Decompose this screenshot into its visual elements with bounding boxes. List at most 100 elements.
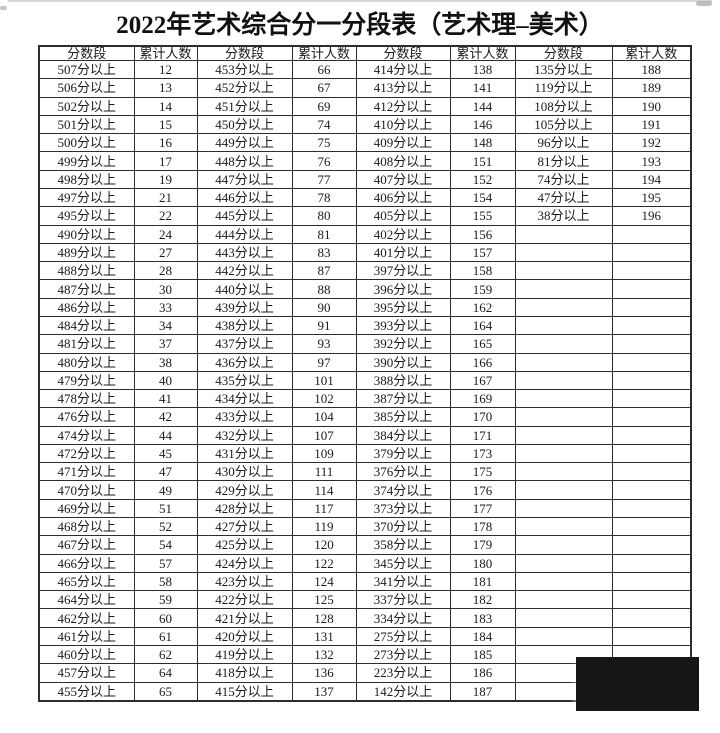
cell-score-segment	[514, 517, 613, 537]
cell-score-segment: 373分以上	[355, 498, 451, 519]
cell-cumulative-count	[611, 279, 692, 299]
cell-score-segment: 420分以上	[196, 626, 293, 647]
cell-score-segment: 447分以上	[196, 169, 293, 189]
cell-score-segment: 423分以上	[196, 571, 293, 592]
table-row: 462分以上 60 421分以上 128 334分以上 183	[38, 608, 692, 628]
cell-cumulative-count: 158	[449, 261, 516, 281]
cell-score-segment: 384分以上	[355, 425, 451, 445]
cell-score-segment: 438分以上	[196, 315, 293, 336]
cell-cumulative-count: 62	[133, 644, 198, 665]
cell-cumulative-count: 17	[133, 151, 198, 171]
cell-score-segment: 465分以上	[38, 571, 135, 592]
cell-cumulative-count: 189	[611, 78, 692, 98]
cell-score-segment: 446分以上	[196, 187, 293, 208]
cell-score-segment: 487分以上	[38, 279, 135, 299]
cell-score-segment: 453分以上	[196, 59, 293, 80]
cell-score-segment: 431分以上	[196, 443, 293, 464]
cell-score-segment: 501分以上	[38, 114, 135, 135]
cell-cumulative-count: 51	[133, 498, 198, 519]
cell-score-segment: 393分以上	[355, 315, 451, 336]
cell-cumulative-count: 88	[291, 279, 357, 299]
cell-cumulative-count: 66	[291, 59, 357, 80]
cell-cumulative-count: 91	[291, 315, 357, 336]
cell-score-segment: 489分以上	[38, 242, 135, 263]
header-row: 分数段 累计人数 分数段 累计人数 分数段 累计人数 分数段 累计人数	[38, 45, 692, 61]
cell-score-segment: 142分以上	[355, 681, 451, 702]
cell-cumulative-count: 65	[133, 681, 198, 702]
cell-score-segment	[514, 425, 613, 445]
cell-score-segment: 448分以上	[196, 151, 293, 171]
cell-score-segment: 390分以上	[355, 352, 451, 372]
cell-cumulative-count: 190	[611, 96, 692, 116]
cell-cumulative-count: 40	[133, 370, 198, 391]
cell-score-segment: 410分以上	[355, 114, 451, 135]
table-row: 468分以上 52 427分以上 119 370分以上 178	[38, 517, 692, 537]
cell-cumulative-count: 14	[133, 96, 198, 116]
cell-score-segment: 275分以上	[355, 626, 451, 647]
cell-cumulative-count	[611, 242, 692, 263]
cell-score-segment: 466分以上	[38, 553, 135, 573]
cell-score-segment: 273分以上	[355, 644, 451, 665]
cell-cumulative-count: 64	[133, 663, 198, 683]
cell-cumulative-count	[611, 389, 692, 409]
cell-cumulative-count: 136	[291, 663, 357, 683]
cell-cumulative-count: 74	[291, 114, 357, 135]
cell-score-segment: 469分以上	[38, 498, 135, 519]
cell-cumulative-count: 41	[133, 389, 198, 409]
cell-cumulative-count: 42	[133, 407, 198, 427]
cell-score-segment	[514, 352, 613, 372]
cell-cumulative-count: 60	[133, 608, 198, 628]
cell-cumulative-count: 179	[449, 535, 516, 555]
cell-cumulative-count: 138	[449, 59, 516, 80]
cell-score-segment: 478分以上	[38, 389, 135, 409]
table-row: 500分以上 16 449分以上 75 409分以上 148 96分以上 192	[38, 133, 692, 153]
cell-cumulative-count: 155	[449, 206, 516, 226]
cell-score-segment: 506分以上	[38, 78, 135, 98]
cell-cumulative-count: 181	[449, 571, 516, 592]
cell-cumulative-count: 187	[449, 681, 516, 702]
cell-cumulative-count	[611, 517, 692, 537]
cell-cumulative-count: 170	[449, 407, 516, 427]
cell-score-segment	[514, 370, 613, 391]
table-row: 464分以上 59 422分以上 125 337分以上 182	[38, 590, 692, 610]
header-cell-count: 累计人数	[611, 45, 692, 61]
cell-cumulative-count: 109	[291, 443, 357, 464]
cell-score-segment: 419分以上	[196, 644, 293, 665]
cell-score-segment: 495分以上	[38, 206, 135, 226]
cell-cumulative-count: 180	[449, 553, 516, 573]
cell-cumulative-count: 188	[611, 59, 692, 80]
table-row: 466分以上 57 424分以上 122 345分以上 180	[38, 553, 692, 573]
cell-score-segment: 223分以上	[355, 663, 451, 683]
cell-cumulative-count: 77	[291, 169, 357, 189]
cell-cumulative-count: 54	[133, 535, 198, 555]
cell-cumulative-count	[611, 297, 692, 317]
cell-score-segment: 497分以上	[38, 187, 135, 208]
cell-cumulative-count: 137	[291, 681, 357, 702]
cell-score-segment	[514, 498, 613, 519]
cell-cumulative-count: 192	[611, 133, 692, 153]
cell-cumulative-count: 45	[133, 443, 198, 464]
cell-score-segment	[514, 297, 613, 317]
table-row: 478分以上 41 434分以上 102 387分以上 169	[38, 389, 692, 409]
cell-score-segment: 445分以上	[196, 206, 293, 226]
cell-cumulative-count: 87	[291, 261, 357, 281]
cell-cumulative-count: 125	[291, 590, 357, 610]
page-title: 2022年艺术综合分一分段表（艺术理–美术）	[116, 12, 604, 39]
cell-cumulative-count: 183	[449, 608, 516, 628]
cell-score-segment: 462分以上	[38, 608, 135, 628]
cell-cumulative-count: 175	[449, 462, 516, 482]
score-table: 分数段 累计人数 分数段 累计人数 分数段 累计人数 分数段 累计人数 507分以上 12 453…	[38, 45, 692, 702]
cell-score-segment: 341分以上	[355, 571, 451, 592]
cell-score-segment	[514, 315, 613, 336]
cell-score-segment	[514, 279, 613, 299]
cell-score-segment: 467分以上	[38, 535, 135, 555]
cell-score-segment	[514, 462, 613, 482]
cell-score-segment: 96分以上	[514, 133, 613, 153]
cell-score-segment: 396分以上	[355, 279, 451, 299]
cell-score-segment	[514, 553, 613, 573]
cell-score-segment	[514, 443, 613, 464]
cell-score-segment	[514, 571, 613, 592]
cell-cumulative-count: 90	[291, 297, 357, 317]
cell-score-segment: 414分以上	[355, 59, 451, 80]
cell-cumulative-count: 61	[133, 626, 198, 647]
